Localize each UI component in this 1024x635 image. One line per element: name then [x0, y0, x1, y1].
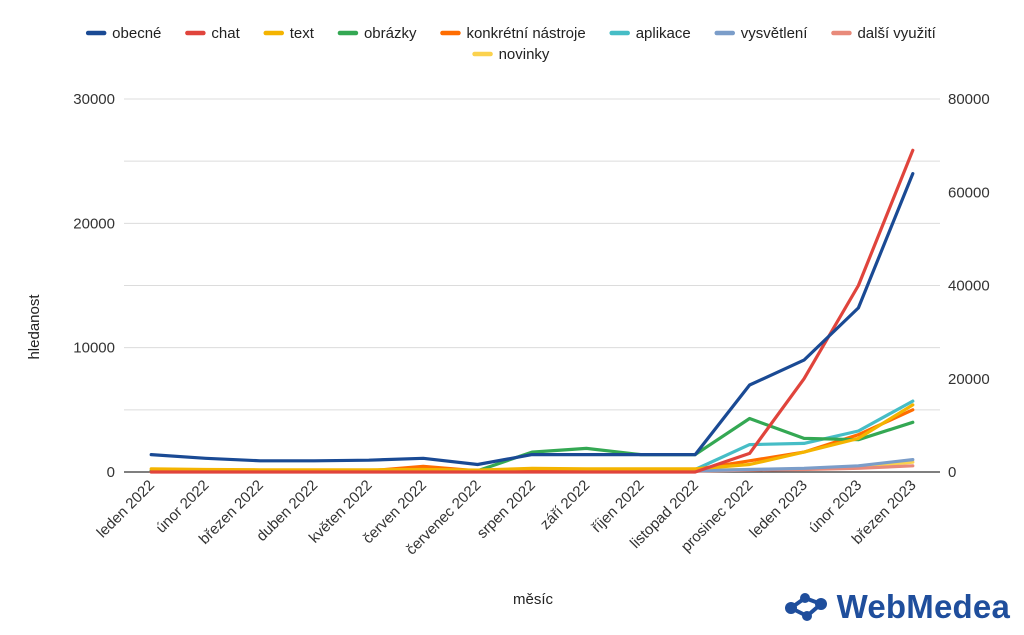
x-tick-label: leden 2022 [94, 477, 159, 542]
series-lines [149, 148, 915, 474]
y-tick-label: 30000 [73, 91, 115, 108]
legend-label: obrázky [364, 25, 417, 42]
y2-tick-label: 0 [948, 464, 956, 481]
series-line-1 [149, 148, 915, 474]
y2-tick-label: 60000 [948, 184, 990, 201]
y2-tick-label: 20000 [948, 371, 990, 388]
brand-name: WebMedea [836, 588, 1010, 625]
x-tick-label: srpen 2022 [474, 477, 539, 542]
legend-label: aplikace [636, 25, 691, 42]
series-line-0 [149, 172, 915, 467]
brand-logo: WebMedea [783, 587, 1010, 627]
legend-label: chat [211, 25, 240, 42]
x-tick-label: září 2022 [537, 477, 593, 533]
left-y-axis: 0 10000 20000 30000 [73, 91, 115, 481]
legend-label: obecné [112, 25, 161, 42]
right-y-axis: 0 20000 40000 60000 80000 [948, 91, 990, 481]
legend-label: novinky [499, 46, 550, 63]
gridlines [124, 98, 940, 473]
legend-label: text [290, 25, 315, 42]
legend-label: vysvětlení [741, 25, 809, 42]
network-logo-icon [784, 593, 827, 621]
y-axis-title: hledanost [26, 294, 43, 360]
legend-label: konkrétní nástroje [466, 25, 585, 42]
legend-label: další využití [857, 25, 936, 42]
y2-tick-label: 80000 [948, 91, 990, 108]
legend: obecné chat text obrázky konkrétní nástroje a… [85, 25, 937, 63]
y-tick-label: 0 [107, 464, 115, 481]
y2-tick-label: 40000 [948, 278, 990, 295]
y-tick-label: 10000 [73, 340, 115, 357]
x-axis-title: měsíc [513, 591, 554, 608]
x-tick-label: leden 2023 [746, 477, 811, 542]
y-tick-label: 20000 [73, 215, 115, 232]
series-line-2 [149, 403, 915, 472]
